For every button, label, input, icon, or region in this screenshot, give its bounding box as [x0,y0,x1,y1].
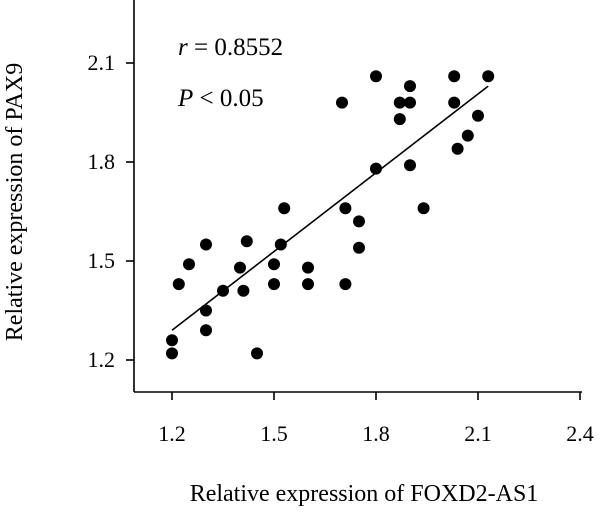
data-point [302,261,314,274]
data-point [200,238,212,251]
data-point [217,284,229,297]
data-point [370,162,382,175]
data-point [339,278,352,291]
data-point [336,96,348,109]
data-point [404,96,416,109]
data-point [268,258,280,271]
data-point [166,347,178,360]
x-tick-label: 2.1 [464,421,492,446]
r-symbol: r [178,34,188,61]
x-axis-title: Relative expression of FOXD2-AS1 [190,481,539,507]
data-point [278,202,291,215]
p-value-annotation: P < 0.05 [177,85,264,112]
data-point [451,142,464,155]
data-point [183,258,195,271]
data-point [234,261,246,274]
y-axis-title: Relative expression of PAX9 [2,63,28,341]
data-point [482,70,495,83]
data-point [166,334,178,347]
x-tick-label: 1.8 [362,421,390,446]
x-tick-label: 1.2 [158,421,186,446]
y-tick-label: 1.2 [88,347,116,372]
data-point [302,278,314,291]
data-point [339,202,352,215]
data-point [200,324,212,337]
data-point [393,96,406,109]
data-point [237,284,250,297]
r-value: = 0.8552 [188,34,283,61]
data-point [251,347,263,360]
y-tick-label: 2.1 [88,50,116,75]
data-point [448,96,461,109]
data-point [404,159,416,172]
data-point [200,304,212,317]
y-tick-label: 1.5 [88,248,116,273]
x-tick-label: 2.4 [566,421,594,446]
data-point [240,235,253,248]
data-point [274,238,287,251]
data-point [172,278,185,291]
p-value: < 0.05 [193,85,263,112]
data-point [461,129,474,142]
data-point [353,241,365,254]
data-point [353,215,365,228]
correlation-annotation: r = 0.8552 [178,34,283,61]
data-point [448,70,461,83]
y-ticks: 1.2 1.5 1.8 2.1 [88,50,134,372]
p-symbol: P [177,85,193,112]
x-ticks: 1.2 1.5 1.8 2.1 2.4 [158,392,594,446]
data-point [404,80,416,93]
data-point [417,202,430,215]
data-point [393,113,406,126]
data-points [166,70,495,360]
y-tick-label: 1.8 [88,149,116,174]
axes [133,0,582,393]
x-tick-label: 1.5 [260,421,288,446]
data-point [370,70,382,83]
data-point [472,109,484,122]
data-point [268,278,280,291]
